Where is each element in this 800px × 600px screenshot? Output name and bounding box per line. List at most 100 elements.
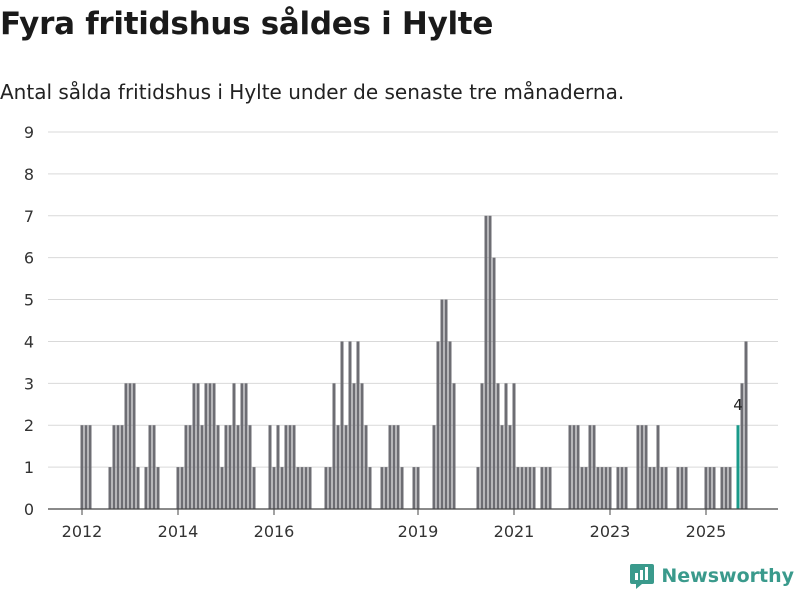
bar	[396, 425, 400, 509]
bar	[236, 425, 240, 509]
chart-title: Fyra fritidshus såldes i Hylte	[0, 6, 494, 42]
data-label: 4	[733, 396, 743, 414]
bar	[328, 467, 332, 509]
bar	[492, 257, 496, 509]
bar	[80, 425, 84, 509]
bar	[484, 215, 488, 509]
bar	[248, 425, 252, 509]
bar	[528, 467, 532, 509]
bar	[488, 215, 492, 509]
bar	[640, 425, 644, 509]
bar	[136, 467, 140, 509]
bar	[508, 425, 512, 509]
bar	[308, 467, 312, 509]
bar	[412, 467, 416, 509]
bar	[532, 467, 536, 509]
y-tick-label: 3	[24, 374, 34, 393]
bar	[276, 425, 280, 509]
bar	[576, 425, 580, 509]
bar	[200, 425, 204, 509]
bar	[280, 467, 284, 509]
y-tick-label: 2	[24, 416, 34, 435]
bar	[116, 425, 120, 509]
bar	[204, 383, 208, 509]
bar	[600, 467, 604, 509]
bar	[268, 425, 272, 509]
bar	[336, 425, 340, 509]
bar	[720, 467, 724, 509]
bar	[156, 467, 160, 509]
bar	[284, 425, 288, 509]
bar	[436, 341, 440, 509]
bar	[324, 467, 328, 509]
bar	[144, 467, 148, 509]
chart-subtitle: Antal sålda fritidshus i Hylte under de …	[0, 80, 625, 104]
bar	[512, 383, 516, 509]
bar	[244, 383, 248, 509]
bar	[296, 467, 300, 509]
bar	[624, 467, 628, 509]
y-tick-label: 7	[24, 207, 34, 226]
bar	[108, 467, 112, 509]
bar	[744, 341, 748, 509]
bar	[740, 383, 744, 509]
bar	[232, 383, 236, 509]
bar	[588, 425, 592, 509]
newsworthy-icon	[630, 564, 655, 589]
bar	[500, 425, 504, 509]
bar	[348, 341, 352, 509]
newsworthy-logo: Newsworthy	[629, 562, 794, 590]
bar	[660, 467, 664, 509]
bar	[440, 299, 444, 509]
bar	[212, 383, 216, 509]
bar	[380, 467, 384, 509]
bar	[228, 425, 232, 509]
bar	[124, 383, 128, 509]
x-tick-label: 2014	[158, 522, 199, 541]
bar	[416, 467, 420, 509]
bar	[120, 425, 124, 509]
bar	[304, 467, 308, 509]
bar	[480, 383, 484, 509]
brand-name: Newsworthy	[661, 565, 794, 587]
bar	[540, 467, 544, 509]
bar	[352, 383, 356, 509]
bar	[444, 299, 448, 509]
bar	[520, 467, 524, 509]
bar	[616, 467, 620, 509]
bar	[704, 467, 708, 509]
bar	[708, 467, 712, 509]
x-tick-label: 2019	[398, 522, 439, 541]
bar	[332, 383, 336, 509]
bar	[452, 383, 456, 509]
bar	[84, 425, 88, 509]
bar	[476, 467, 480, 509]
y-tick-label: 4	[24, 332, 34, 351]
bar	[368, 467, 372, 509]
y-tick-label: 9	[24, 123, 34, 142]
x-tick-label: 2021	[494, 522, 535, 541]
bar	[592, 425, 596, 509]
bar	[504, 383, 508, 509]
bar	[220, 467, 224, 509]
bar	[388, 425, 392, 509]
bar	[652, 467, 656, 509]
x-tick-label: 2025	[686, 522, 727, 541]
bar	[188, 425, 192, 509]
bar	[152, 425, 156, 509]
bar	[384, 467, 388, 509]
bar	[684, 467, 688, 509]
x-tick-label: 2016	[254, 522, 295, 541]
bar	[568, 425, 572, 509]
x-tick-label: 2023	[590, 522, 631, 541]
y-tick-label: 5	[24, 291, 34, 310]
bar	[524, 467, 528, 509]
bar	[364, 425, 368, 509]
bar	[544, 467, 548, 509]
bar	[516, 467, 520, 509]
bar	[620, 467, 624, 509]
bar	[180, 467, 184, 509]
bar	[496, 383, 500, 509]
bar	[128, 383, 132, 509]
